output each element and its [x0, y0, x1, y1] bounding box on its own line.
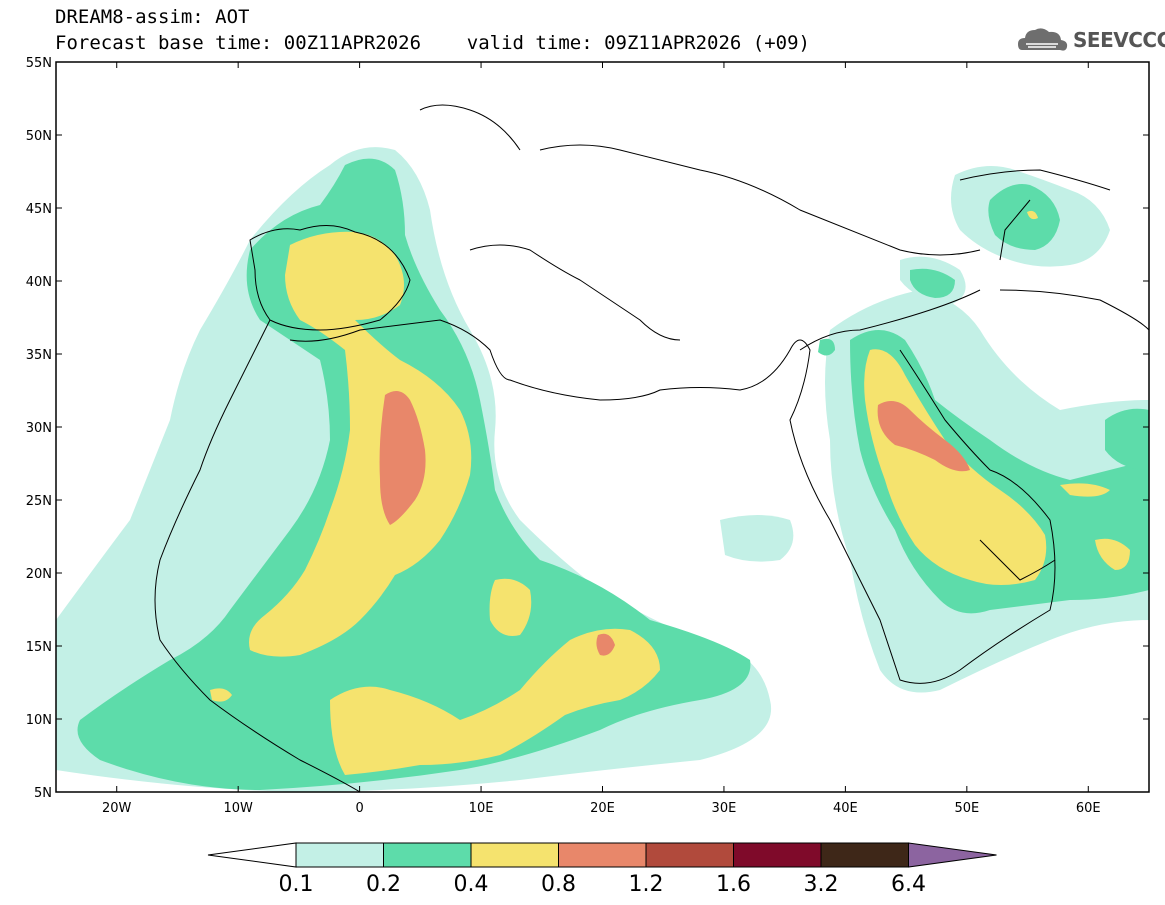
- lat-label: 15N: [26, 640, 52, 655]
- legend-color-box: [820, 842, 909, 868]
- lon-label: 60E: [1076, 801, 1101, 816]
- lat-label: 10N: [26, 713, 52, 728]
- legend-color-box: [383, 842, 472, 868]
- lon-label: 10E: [469, 801, 494, 816]
- lat-label: 30N: [26, 421, 52, 436]
- legend-level-label: 1.2: [628, 872, 664, 897]
- lat-label: 40N: [26, 275, 52, 290]
- legend-color-box: [645, 842, 734, 868]
- legend-color-box: [470, 842, 559, 868]
- lat-label: 25N: [26, 494, 52, 509]
- lat-label: 5N: [34, 786, 52, 801]
- longitude-axis: 20W 10W 0 10E 20E 30E 40E 50E 60E: [102, 62, 1101, 816]
- legend-color-box: [295, 842, 384, 868]
- lon-label: 40E: [833, 801, 858, 816]
- legend-level-label: 3.2: [803, 872, 839, 897]
- legend-level-label: 0.1: [278, 872, 314, 897]
- legend-level-label: 0.4: [453, 872, 489, 897]
- logo-text: SEEVCCC: [1073, 28, 1165, 52]
- forecast-time-line: Forecast base time: 00Z11APR2026 valid t…: [55, 32, 810, 54]
- legend-low-arrow: [207, 842, 297, 868]
- legend-high-arrow: [908, 842, 997, 868]
- legend-level-label: 0.2: [366, 872, 401, 897]
- aot-fields: [56, 147, 1149, 792]
- cloud-icon: [1018, 28, 1068, 51]
- latitude-axis: 55N 50N 45N 40N 35N 30N 25N 20N 15N 10N 5N: [26, 56, 1149, 801]
- legend-color-box: [733, 842, 822, 868]
- legend-level-label: 6.4: [891, 872, 926, 897]
- legend-color-box: [558, 842, 647, 868]
- lon-label: 30E: [712, 801, 737, 816]
- lon-label: 20E: [590, 801, 615, 816]
- lon-label: 20W: [102, 801, 132, 816]
- lon-label: 10W: [223, 801, 253, 816]
- lat-label: 20N: [26, 567, 52, 582]
- legend-level-label: 0.8: [541, 872, 576, 897]
- legend-level-label: 1.6: [716, 872, 751, 897]
- lat-label: 50N: [26, 129, 52, 144]
- lat-label: 45N: [26, 202, 52, 217]
- lat-label: 55N: [26, 56, 52, 71]
- lon-label: 0: [355, 801, 363, 816]
- coastlines: [154, 104, 1149, 792]
- lon-label: 50E: [954, 801, 979, 816]
- lat-label: 35N: [26, 348, 52, 363]
- map-title: DREAM8-assim: AOT: [55, 6, 250, 28]
